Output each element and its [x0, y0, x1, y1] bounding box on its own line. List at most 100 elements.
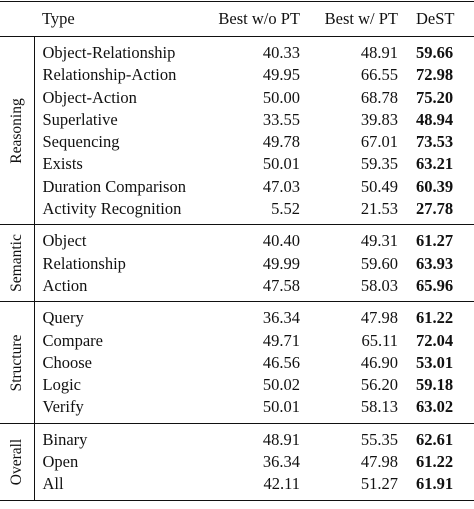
table-row: Logic 50.02 56.20 59.18 [0, 374, 474, 396]
best-w-pt-cell: 47.98 [360, 452, 398, 472]
section-reasoning: Reasoning Object-Relationship 40.33 48.91 59… [0, 36, 474, 225]
best-w-pt-cell: 51.27 [360, 474, 398, 494]
best-w-pt-cell: 68.78 [360, 87, 398, 107]
best-wo-pt-cell: 50.01 [262, 154, 300, 174]
group-label-cell: Overall [0, 423, 35, 501]
table-row: Exists 50.01 59.35 63.21 [0, 153, 474, 175]
best-wo-pt-cell: 50.01 [262, 397, 300, 417]
group-label: Overall [7, 438, 25, 485]
dest-cell: 63.93 [416, 253, 454, 273]
best-w-pt-cell: 67.01 [360, 132, 398, 152]
type-cell: Exists [42, 154, 83, 174]
type-cell: Duration Comparison [42, 176, 186, 196]
type-cell: Open [42, 452, 79, 472]
table-row: All 42.11 51.27 61.91 [0, 473, 474, 500]
type-cell: Action [42, 275, 88, 295]
table-row: Choose 46.56 46.90 53.01 [0, 352, 474, 374]
table-row: Duration Comparison 47.03 50.49 60.39 [0, 176, 474, 198]
type-cell: Sequencing [42, 132, 120, 152]
group-label-cell: Reasoning [0, 36, 35, 225]
dest-cell: 72.98 [416, 65, 454, 85]
header-row: Type Best w/o PT Best w/ PT DeST [0, 1, 474, 37]
dest-cell: 72.04 [416, 330, 454, 350]
best-w-pt-cell: 50.49 [360, 176, 398, 196]
best-wo-pt-cell: 46.56 [262, 352, 300, 372]
best-w-pt-cell: 47.98 [360, 308, 398, 328]
best-wo-pt-cell: 48.91 [262, 429, 300, 449]
group-label-cell: Semantic [0, 224, 35, 302]
best-wo-pt-cell: 36.34 [262, 452, 300, 472]
section-overall: Overall Binary 48.91 55.35 62.61 Open 36.34 47.… [0, 423, 474, 501]
best-wo-pt-cell: 50.02 [262, 375, 300, 395]
best-w-pt-cell: 39.83 [360, 109, 398, 129]
dest-cell: 59.66 [416, 43, 454, 62]
section-structure: Structure Query 36.34 47.98 61.22 Compare 49.7… [0, 301, 474, 424]
dest-cell: 63.21 [416, 154, 454, 174]
dest-cell: 53.01 [416, 352, 454, 372]
type-cell: Object-Relationship [42, 43, 176, 62]
best-wo-pt-cell: 36.34 [262, 308, 300, 328]
type-cell: Choose [42, 352, 93, 372]
dest-cell: 61.27 [416, 231, 454, 251]
best-wo-pt-cell: 47.03 [262, 176, 300, 196]
best-w-pt-cell: 65.11 [361, 330, 398, 350]
type-cell: Binary [42, 429, 88, 449]
table-row: Reasoning Object-Relationship 40.33 48.91 59… [0, 36, 474, 225]
header-group-cell [0, 1, 34, 37]
type-cell: Object-Action [42, 87, 137, 107]
dest-cell: 63.02 [416, 397, 454, 417]
best-wo-pt-cell: 33.55 [262, 109, 300, 129]
group-label: Reasoning [7, 97, 25, 164]
table-row: Semantic Object 40.40 49.31 61.27 [0, 224, 474, 302]
dest-cell: 60.39 [416, 176, 454, 196]
header-dest: DeST [404, 1, 474, 37]
dest-cell: 73.53 [416, 132, 454, 152]
dest-cell: 62.61 [416, 429, 454, 449]
type-cell: Superlative [42, 109, 118, 129]
type-cell: Logic [42, 375, 82, 395]
type-cell: Compare [42, 330, 103, 350]
dest-cell: 48.94 [416, 109, 454, 129]
best-w-pt-cell: 59.60 [360, 253, 398, 273]
best-w-pt-cell: 46.90 [360, 352, 398, 372]
header-type: Type [34, 1, 210, 37]
best-w-pt-cell: 48.91 [360, 43, 398, 62]
group-label-cell: Structure [0, 301, 35, 424]
table-row: Structure Query 36.34 47.98 61.22 [0, 301, 474, 424]
best-wo-pt-cell: 49.99 [262, 253, 300, 273]
type-cell: Activity Recognition [42, 199, 182, 219]
section-semantic: Semantic Object 40.40 49.31 61.27 Relationshi… [0, 224, 474, 302]
dest-cell: 65.96 [416, 275, 454, 295]
table-row: Superlative 33.55 39.83 48.94 [0, 109, 474, 131]
best-w-pt-cell: 21.53 [360, 199, 398, 219]
group-label: Semantic [7, 234, 25, 293]
best-w-pt-cell: 66.55 [360, 65, 398, 85]
best-w-pt-cell: 55.35 [360, 429, 398, 449]
table-row: Compare 49.71 65.11 72.04 [0, 330, 474, 352]
best-wo-pt-cell: 50.00 [262, 87, 300, 107]
best-wo-pt-cell: 49.95 [262, 65, 300, 85]
best-wo-pt-cell: 40.33 [262, 43, 300, 62]
best-wo-pt-cell: 40.40 [262, 231, 300, 251]
table-row: Overall Binary 48.91 55.35 62.61 [0, 423, 474, 501]
group-label: Structure [7, 334, 25, 391]
table-row: Sequencing 49.78 67.01 73.53 [0, 131, 474, 153]
type-cell: Object [42, 231, 87, 251]
header-best-wo-pt: Best w/o PT [210, 1, 306, 37]
dest-cell: 61.22 [416, 452, 454, 472]
best-w-pt-cell: 58.03 [360, 275, 398, 295]
table-row: Verify 50.01 58.13 63.02 [0, 396, 474, 423]
dest-cell: 75.20 [416, 87, 454, 107]
best-wo-pt-cell: 5.52 [271, 199, 300, 219]
best-w-pt-cell: 56.20 [360, 375, 398, 395]
table-row: Relationship-Action 49.95 66.55 72.98 [0, 64, 474, 86]
dest-cell: 27.78 [416, 199, 454, 219]
best-wo-pt-cell: 49.78 [262, 132, 300, 152]
table-row: Open 36.34 47.98 61.22 [0, 451, 474, 473]
table-row: Object-Action 50.00 68.78 75.20 [0, 87, 474, 109]
type-cell: Relationship [42, 253, 126, 273]
dest-cell: 61.22 [416, 308, 454, 328]
header-best-w-pt: Best w/ PT [306, 1, 404, 37]
